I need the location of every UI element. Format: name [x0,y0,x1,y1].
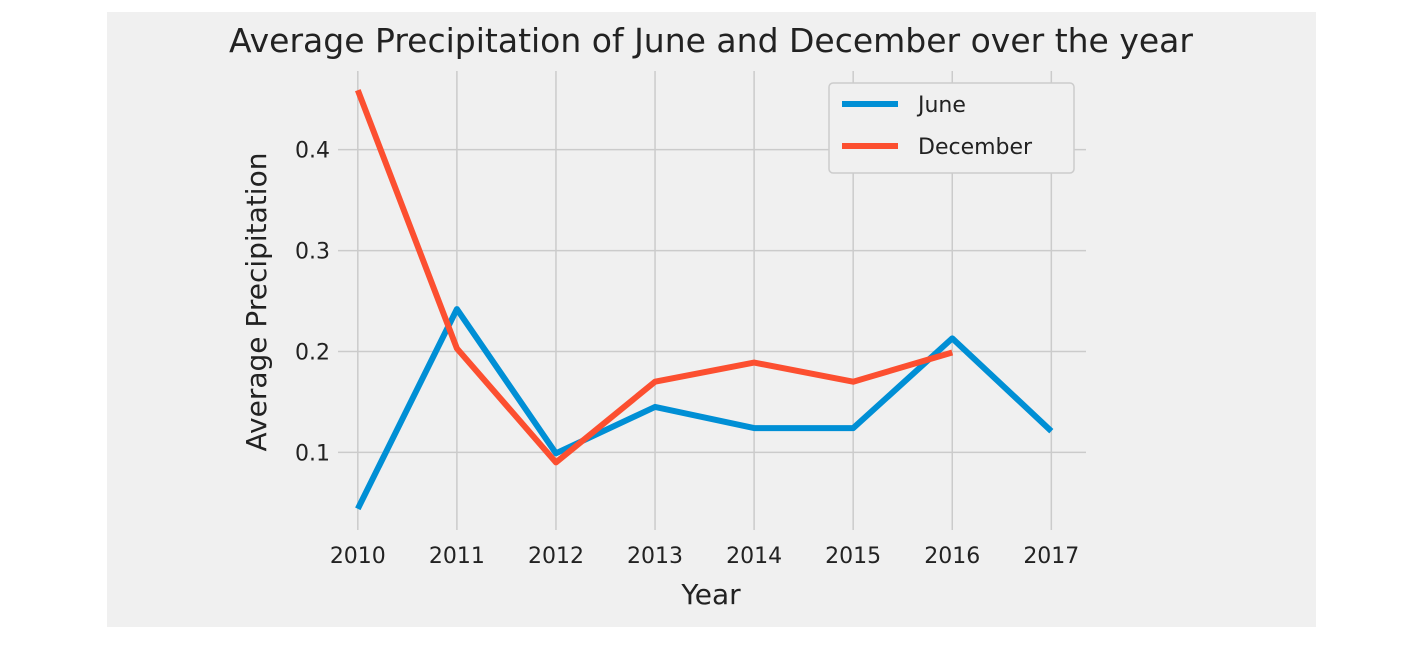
y-tick-label: 0.2 [295,340,330,365]
legend-label-december: December [918,135,1033,160]
x-tick-label: 2013 [627,544,683,569]
x-tick-label: 2015 [825,544,881,569]
figure-background [107,12,1316,627]
y-tick-label: 0.1 [295,441,330,466]
y-axis-label: Average Precipitation [240,153,273,452]
series-lines [355,89,1054,511]
x-tick-label: 2017 [1023,544,1079,569]
x-tick-label: 2010 [330,544,386,569]
x-tick-label: 2014 [726,544,782,569]
legend-label-june: June [916,93,966,118]
tick-labels: 2010 2011 2012 2013 2014 2015 2016 2017 0.1 0.2 0.… [295,139,1079,569]
y-tick-label: 0.3 [295,240,330,265]
chart-title: Average Precipitation of June and Decemb… [229,21,1193,60]
x-tick-label: 2012 [528,544,584,569]
y-tick-label: 0.4 [295,139,330,164]
series-line-june [355,306,1054,511]
x-axis-label: Year [680,578,741,611]
x-tick-label: 2016 [924,544,980,569]
x-tick-label: 2011 [429,544,485,569]
legend: June December [828,82,1075,174]
